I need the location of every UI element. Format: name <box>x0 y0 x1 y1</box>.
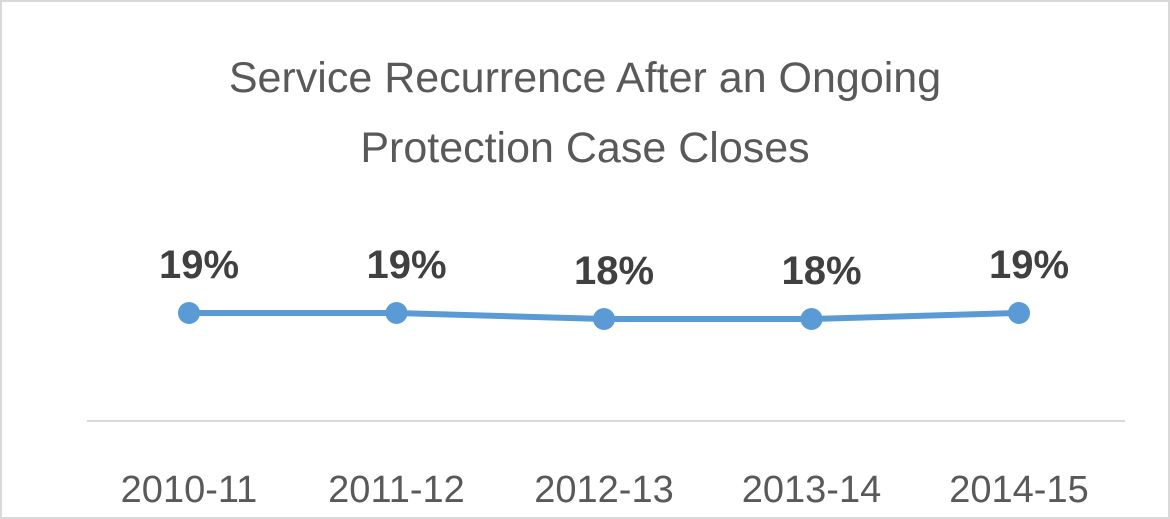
data-point-2010-11[interactable] <box>178 302 200 324</box>
data-label-2011-12: 19% <box>366 243 446 287</box>
x-tick-label-2013-14: 2013-14 <box>742 469 881 511</box>
data-point-2011-12[interactable] <box>385 302 408 324</box>
x-tick-labels: 2010-11 2011-12 2012-13 2013-14 2014-15 <box>121 469 1089 511</box>
chart-title-line-2: Protection Case Closes <box>360 124 809 172</box>
data-label-2014-15: 19% <box>989 243 1069 287</box>
x-tick-label-2014-15: 2014-15 <box>949 469 1088 511</box>
series-group: 19% 19% 18% 18% 19% <box>159 243 1069 330</box>
data-point-2012-13[interactable] <box>593 308 615 330</box>
data-label-2013-14: 18% <box>781 249 861 293</box>
x-tick-label-2012-13: 2012-13 <box>534 469 673 511</box>
chart-title-line-1: Service Recurrence After an Ongoing <box>229 54 941 102</box>
data-label-2010-11: 19% <box>159 243 239 287</box>
x-tick-label-2011-12: 2011-12 <box>328 469 465 511</box>
x-tick-label-2010-11: 2010-11 <box>121 469 258 511</box>
data-label-2012-13: 18% <box>574 249 654 293</box>
data-point-2013-14[interactable] <box>800 308 823 330</box>
data-point-2014-15[interactable] <box>1008 302 1030 324</box>
